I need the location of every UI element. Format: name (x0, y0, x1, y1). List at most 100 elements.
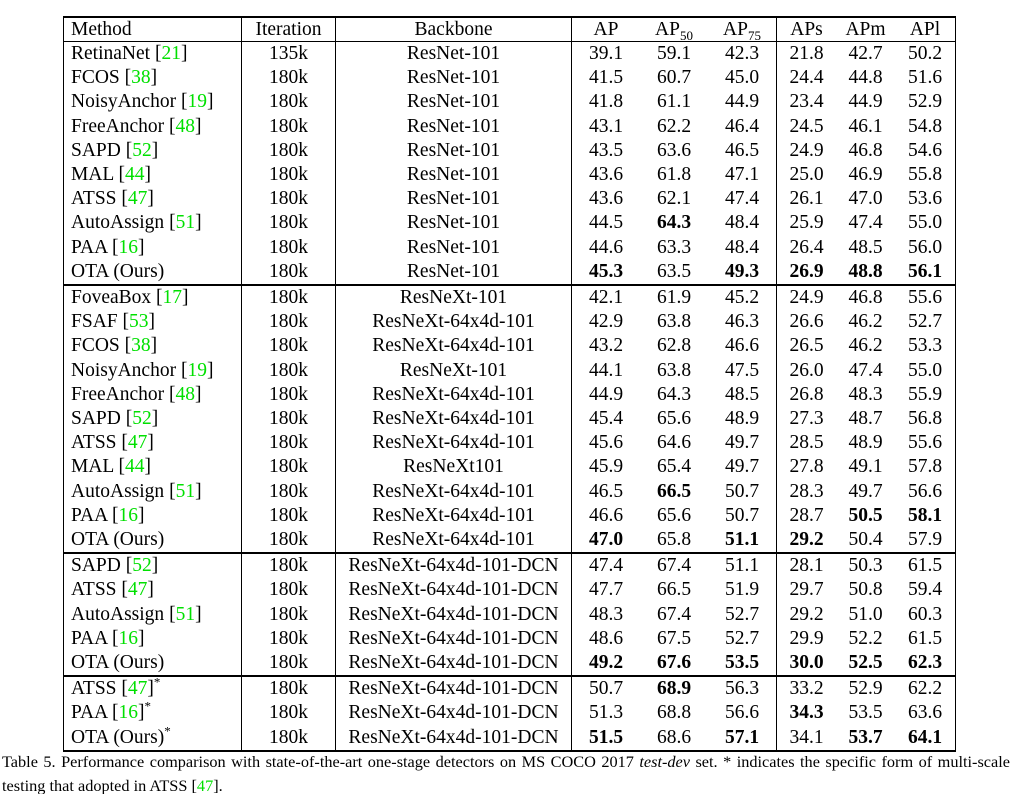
backbone-cell: ResNet-101 (335, 138, 572, 164)
table-row: FSAF [53] 180k ResNeXt-64x4d-101 42.9 63.8 46… (63, 310, 956, 335)
metric-cell: 65.8 (656, 529, 692, 551)
citation-link[interactable]: 47 (196, 776, 214, 794)
metric-cell: 56.6 (708, 701, 777, 726)
method-cell: NoisyAnchor [19] (63, 90, 242, 115)
citation-link[interactable]: 51 (175, 480, 196, 502)
citation-link[interactable]: 52 (132, 139, 152, 161)
backbone-cell: ResNet-101 (335, 66, 572, 91)
citation-link[interactable]: 19 (187, 359, 207, 381)
metric-cell: 64.3 (656, 212, 692, 234)
metric-cell: 50.3 (848, 555, 883, 577)
method-cell: FoveaBox [17] (63, 285, 242, 311)
citation-link[interactable]: 19 (187, 91, 207, 113)
metric-cell: 34.1 (789, 726, 824, 748)
metric-cell: 44.9 (588, 383, 624, 405)
method-cell: ATSS [47] (63, 187, 242, 212)
citation-link[interactable]: 48 (175, 383, 196, 405)
metric-cell: 50.8 (848, 579, 883, 601)
column-label: Method (71, 19, 132, 40)
backbone-cell: ResNeXt-64x4d-101 (335, 382, 572, 408)
metric-cell: 46.3 (708, 310, 777, 335)
citation-link[interactable]: 53 (129, 311, 149, 333)
metric-cell: 64.6 (656, 432, 692, 454)
backbone-cell: ResNeXt-64x4d-101-DCN (335, 602, 572, 627)
method-cell: FreeAnchor [48] (63, 114, 242, 139)
metric-cell: 47.4 (708, 187, 777, 212)
method-cell: OTA (Ours) (63, 259, 242, 286)
metric-cell: 46.4 (708, 114, 777, 139)
metric-cell: 51.9 (708, 578, 777, 603)
citation-link[interactable]: 16 (118, 236, 139, 258)
citation-link[interactable]: 52 (132, 408, 152, 430)
metric-cell: 55.6 (907, 432, 943, 454)
metric-cell: 65.4 (656, 456, 692, 478)
metric-cell: 52.9 (907, 91, 943, 113)
citation-link[interactable]: 16 (118, 702, 139, 724)
citation-link[interactable]: 47 (127, 432, 148, 454)
metric-cell: 52.7 (708, 626, 777, 652)
iteration-cell: 180k (241, 602, 336, 627)
citation-link[interactable]: 51 (175, 212, 196, 234)
backbone-cell: ResNeXt-64x4d-101 (335, 528, 572, 554)
citation-link[interactable]: 52 (132, 555, 152, 577)
column-label-subscript: 75 (747, 27, 761, 42)
citation-link[interactable]: 44 (124, 456, 145, 478)
metric-cell: 44.6 (588, 236, 624, 258)
metric-cell: 42.7 (848, 43, 883, 64)
citation-link[interactable]: 21 (161, 43, 181, 64)
backbone-cell: ResNeXt-64x4d-101-DCN (335, 676, 572, 702)
table-row: SAPD [52] 180k ResNeXt-64x4d-101 45.4 65.6 48… (63, 407, 956, 432)
citation-link[interactable]: 51 (175, 603, 196, 625)
method-cell: AutoAssign [51] (63, 602, 242, 627)
method-name: OTA (Ours) (71, 529, 165, 551)
citation-link[interactable]: 38 (131, 335, 151, 357)
iteration-cell: 180k (241, 163, 336, 188)
table-section-2: FoveaBox [17] 180k ResNeXt-101 42.1 61.9 45.2… (63, 285, 956, 554)
method-cell: PAA [16] (63, 626, 242, 652)
results-table-container: Method Iteration Backbone AP AP50 AP75 APs APm A… (63, 16, 956, 752)
metric-cell: 66.5 (656, 579, 692, 601)
metric-cell: 51.5 (588, 726, 624, 748)
citation-link[interactable]: 38 (131, 67, 151, 89)
metric-cell: 56.1 (907, 260, 943, 282)
metric-cell: 28.5 (789, 432, 824, 454)
method-cell: NoisyAnchor [19] (63, 358, 242, 383)
metric-cell: 34.3 (789, 702, 824, 724)
metric-cell: 25.9 (789, 212, 824, 234)
metric-cell: 45.0 (708, 66, 777, 91)
metric-cell: 49.1 (848, 456, 883, 478)
citation-link[interactable]: 47 (127, 188, 148, 210)
backbone-cell: ResNet-101 (335, 211, 572, 236)
metric-cell: 59.4 (907, 579, 943, 601)
metric-cell: 43.1 (588, 115, 624, 137)
citation-link[interactable]: 48 (175, 115, 196, 137)
method-name: OTA (Ours) (71, 652, 165, 674)
metric-cell: 49.2 (588, 652, 624, 674)
method-name: FSAF (71, 311, 118, 333)
citation-link[interactable]: 47 (127, 579, 148, 601)
metric-cell: 63.8 (656, 359, 692, 381)
results-table: Method Iteration Backbone AP AP50 AP75 APs APm A… (63, 16, 956, 752)
metric-cell: 25.0 (789, 164, 824, 186)
table-row: AutoAssign [51] 180k ResNeXt-64x4d-101 46.5… (63, 479, 956, 504)
metric-cell: 41.5 (588, 67, 624, 89)
metric-cell: 43.5 (588, 139, 624, 161)
multiscale-star: * (164, 725, 171, 739)
metric-cell: 57.9 (907, 529, 943, 551)
citation-link[interactable]: 16 (118, 627, 139, 649)
citation-link[interactable]: 17 (162, 287, 183, 309)
citation-link[interactable]: 44 (124, 164, 145, 186)
citation-link[interactable]: 16 (118, 504, 139, 526)
method-name: AutoAssign (71, 212, 165, 234)
method-cell: AutoAssign [51] (63, 211, 242, 236)
metric-cell: 56.8 (907, 408, 943, 430)
method-cell: FreeAnchor [48] (63, 382, 242, 408)
table-header: Method Iteration Backbone AP AP50 AP75 APs APm A… (63, 17, 956, 42)
metric-cell: 51.3 (588, 702, 624, 724)
metric-cell: 23.4 (789, 91, 824, 113)
citation-link[interactable]: 47 (127, 678, 148, 700)
metric-cell: 44.9 (848, 91, 883, 113)
metric-cell: 50.4 (848, 529, 883, 551)
table-row: NoisyAnchor [19] 180k ResNet-101 41.8 61.1 44… (63, 90, 956, 115)
